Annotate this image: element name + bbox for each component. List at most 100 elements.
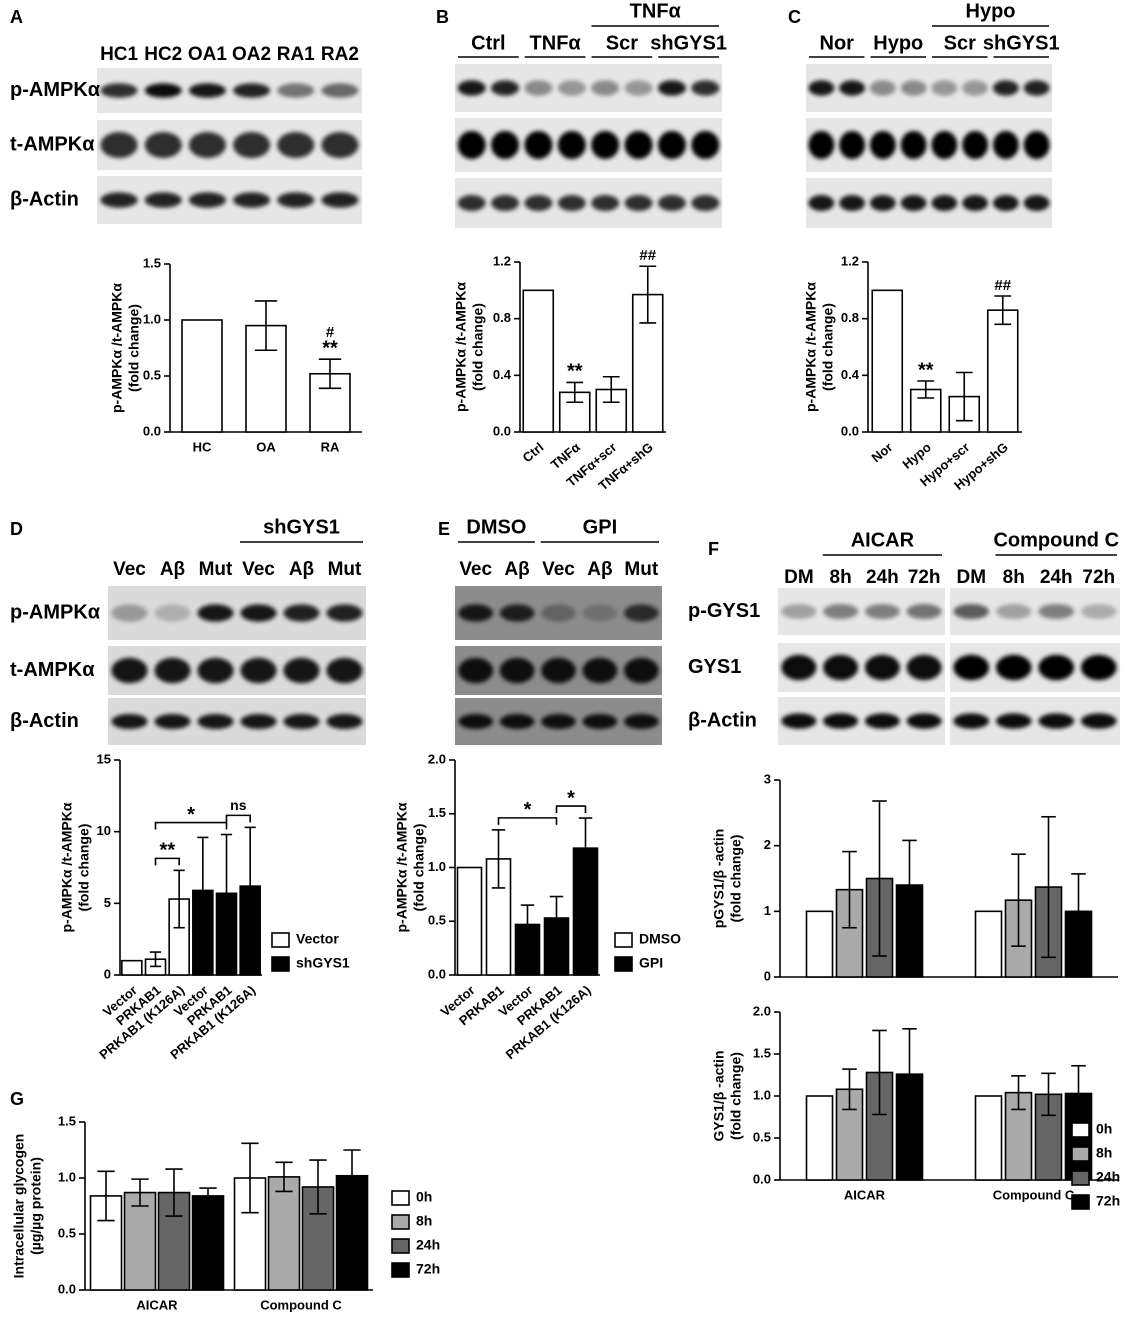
- legend-swatch: [1071, 1170, 1090, 1186]
- blot-band: [499, 604, 535, 622]
- bar: [514, 923, 541, 976]
- blot-band: [283, 604, 320, 622]
- y-tick-label: 1.2: [493, 253, 511, 268]
- panel-letter: F: [708, 539, 719, 559]
- blot-band: [864, 654, 900, 681]
- over-label: Compound C: [993, 529, 1119, 551]
- blot-strip: [108, 698, 366, 745]
- y-tick-label: 2.0: [428, 751, 446, 766]
- y-tick-label: 0.0: [493, 423, 511, 438]
- blot-band: [624, 130, 653, 160]
- blot-band: [458, 604, 494, 622]
- blot-band: [962, 195, 989, 211]
- annotation: ##: [639, 247, 656, 264]
- legend-label: DMSO: [639, 931, 681, 947]
- legend-label: 24h: [1096, 1169, 1120, 1185]
- blot-band: [100, 192, 138, 208]
- blot-band: [864, 603, 900, 620]
- y-tick-label: 1.0: [753, 1087, 771, 1102]
- blot-band: [499, 713, 535, 730]
- blot-band: [1038, 654, 1075, 681]
- legend-label: 0h: [1096, 1121, 1112, 1137]
- blot-band: [624, 80, 653, 96]
- panel-letter: B: [436, 7, 449, 27]
- significance-bracket: [154, 857, 180, 866]
- blot-band: [900, 130, 927, 160]
- bar: [123, 1191, 157, 1291]
- blot-band: [623, 657, 659, 684]
- blot-band: [457, 80, 486, 96]
- significance-bracket: [154, 821, 228, 830]
- blot-band: [931, 80, 958, 96]
- x-tick-label: AICAR: [136, 1297, 178, 1312]
- blot-band: [995, 654, 1032, 681]
- y-tick-label: 1.0: [58, 1169, 76, 1184]
- y-tick-label: 0.8: [493, 310, 511, 325]
- blot-band: [197, 604, 234, 622]
- panel-letter: D: [10, 519, 23, 539]
- y-tick-label: 1.5: [143, 255, 161, 270]
- x-tick-label: HC: [193, 439, 212, 454]
- y-axis-label: (fold change): [76, 824, 92, 912]
- blot-band: [953, 603, 990, 620]
- bar: [522, 289, 555, 433]
- y-tick-label: 1.5: [753, 1045, 771, 1060]
- blot-band: [839, 195, 866, 211]
- blot-row-label: t-AMPKα: [10, 133, 95, 155]
- blot-band: [808, 80, 835, 96]
- y-tick-label: 0.0: [143, 423, 161, 438]
- blot-band: [557, 195, 586, 211]
- blot-band: [111, 657, 148, 684]
- lane-label: 72h: [908, 567, 941, 588]
- y-tick-label: 1.0: [428, 859, 446, 874]
- blot-band: [240, 657, 277, 684]
- blot-band: [808, 195, 835, 211]
- blot-band: [869, 80, 896, 96]
- y-tick-label: 15: [97, 751, 111, 766]
- blot-band: [326, 713, 363, 730]
- lane-label: Vec: [242, 559, 275, 580]
- panel-letter: A: [10, 7, 23, 27]
- blot-band: [524, 195, 553, 211]
- y-axis-label: GYS1/β -actin: [711, 1050, 727, 1141]
- lane-label: 8h: [830, 567, 852, 588]
- blot-row-label: GYS1: [688, 656, 741, 678]
- x-tick-label: Compound C: [993, 1187, 1075, 1202]
- blot-row-label: p-AMPKα: [10, 79, 101, 101]
- blot-band: [144, 192, 182, 208]
- lane-label: Aβ: [289, 559, 314, 580]
- blot-band: [839, 130, 866, 160]
- lane-label: HC2: [144, 44, 182, 65]
- over-label: DMSO: [466, 516, 526, 538]
- blot-band: [823, 654, 859, 681]
- blot-band: [154, 604, 191, 622]
- y-axis-label: p-AMPKα /t-AMPKα: [59, 802, 75, 932]
- blot-band: [111, 713, 148, 730]
- lane-label: Mut: [328, 559, 362, 580]
- blot-band: [995, 713, 1032, 729]
- blot-row-label: p-AMPKα: [10, 601, 101, 623]
- y-tick-label: 0.8: [841, 310, 859, 325]
- blot-band: [839, 80, 866, 96]
- blot-band: [154, 657, 191, 684]
- annotation: **: [918, 359, 934, 381]
- blot-band: [591, 130, 620, 160]
- bar: [805, 910, 834, 978]
- blot-band: [906, 654, 942, 681]
- y-axis-label: (fold change): [728, 835, 744, 923]
- y-tick-label: 2.0: [753, 1003, 771, 1018]
- blot-band: [992, 80, 1019, 96]
- blot-band: [524, 130, 553, 160]
- legend-label: Vector: [296, 931, 339, 947]
- blot-band: [657, 80, 686, 96]
- group-label: Hypo: [873, 32, 923, 54]
- panel-letter: E: [438, 519, 450, 539]
- blot-band: [582, 657, 618, 684]
- blot-band: [233, 192, 271, 208]
- blot-band: [321, 83, 359, 98]
- blot-band: [240, 604, 277, 622]
- blot-band: [188, 83, 226, 98]
- lane-label: Vec: [459, 559, 492, 580]
- blot-band: [953, 654, 990, 681]
- blot-band: [781, 654, 817, 681]
